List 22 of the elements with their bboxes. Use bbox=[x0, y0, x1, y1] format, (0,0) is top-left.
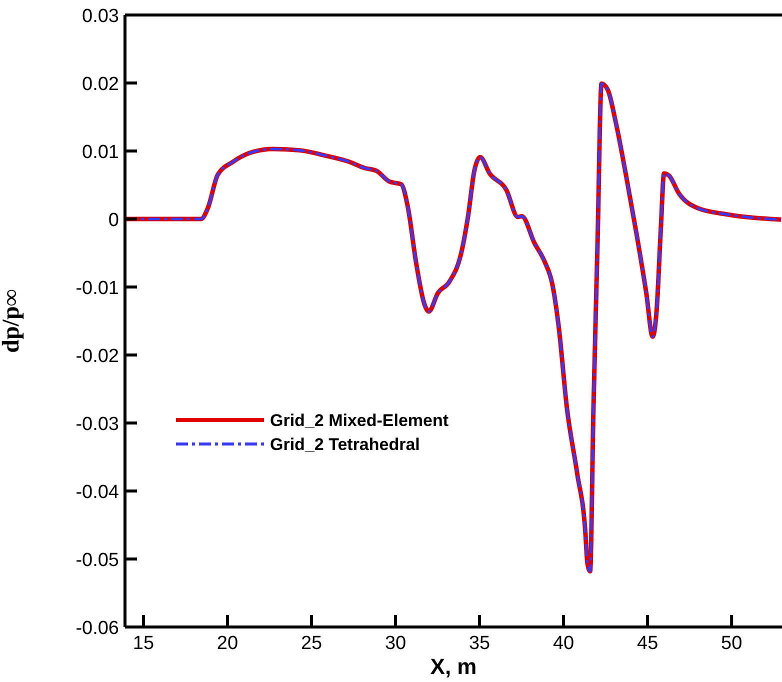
x-tick-label: 50 bbox=[721, 633, 742, 654]
y-tick-label: -0.01 bbox=[76, 278, 119, 299]
y-tick-label: -0.02 bbox=[76, 346, 119, 367]
x-tick-label: 40 bbox=[552, 633, 574, 654]
legend-label: Grid_2 Mixed-Element bbox=[270, 411, 449, 430]
y-tick-label: 0.02 bbox=[82, 74, 119, 95]
y-tick-label: -0.06 bbox=[76, 618, 119, 639]
x-tick-label: 35 bbox=[468, 633, 490, 654]
legend-label: Grid_2 Tetrahedral bbox=[270, 435, 420, 454]
y-tick-label: 0.03 bbox=[82, 6, 119, 27]
y-axis-title: dp/p∞ bbox=[0, 289, 25, 353]
x-axis-title: X, m bbox=[430, 654, 477, 679]
y-tick-label: -0.03 bbox=[76, 414, 119, 435]
y-tick-label: -0.04 bbox=[76, 482, 120, 503]
x-tick-label: 15 bbox=[132, 633, 154, 654]
x-tick-label: 30 bbox=[384, 633, 406, 654]
y-tick-label: 0.01 bbox=[82, 142, 119, 163]
x-tick-label: 45 bbox=[637, 633, 658, 654]
x-tick-label: 20 bbox=[216, 633, 238, 654]
y-tick-label: -0.05 bbox=[76, 550, 119, 571]
y-tick-label: 0 bbox=[108, 210, 119, 231]
x-tick-label: 25 bbox=[300, 633, 322, 654]
